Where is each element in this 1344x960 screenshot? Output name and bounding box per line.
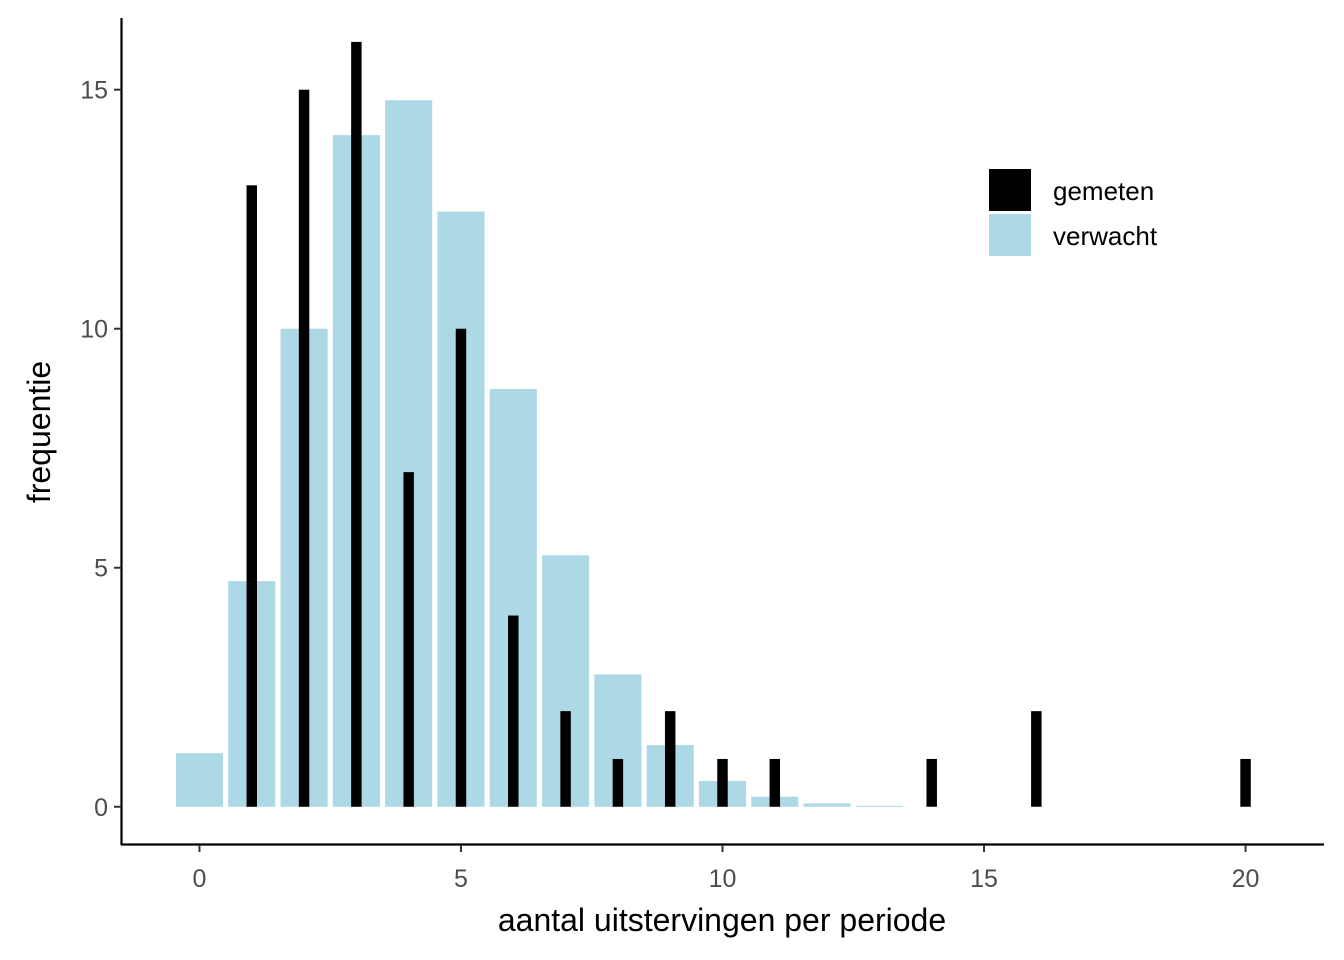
- bar-gemeten-16: [1031, 711, 1042, 807]
- y-axis-title: frequentie: [21, 361, 57, 503]
- bar-gemeten-4: [403, 472, 414, 807]
- y-axis-ticks: 0 5 10 15: [80, 77, 121, 822]
- legend-label-verwacht: verwacht: [1053, 221, 1158, 251]
- bar-gemeten-9: [664, 711, 676, 807]
- bar-gemeten-6: [508, 615, 519, 807]
- bar-gemeten-14: [926, 758, 937, 807]
- legend-key-verwacht: [989, 214, 1031, 256]
- bar-gemeten-11: [769, 758, 781, 807]
- bar-gemeten-7: [560, 711, 571, 807]
- bar-gemeten-3: [351, 41, 362, 807]
- bar-verwacht-12: [803, 803, 851, 807]
- x-tick-label-20: 20: [1232, 865, 1260, 893]
- bar-verwacht-13: [855, 805, 903, 807]
- legend: gemeten verwacht: [989, 169, 1158, 256]
- bar-gemeten-1: [246, 185, 257, 807]
- x-tick-label-0: 0: [193, 865, 207, 893]
- x-tick-label-10: 10: [709, 865, 737, 893]
- legend-key-gemeten: [989, 169, 1031, 211]
- y-tick-label-15: 15: [80, 77, 108, 105]
- bar-gemeten-10: [717, 758, 728, 807]
- y-tick-label-0: 0: [94, 794, 108, 822]
- bar-gemeten-5: [455, 328, 467, 807]
- legend-label-gemeten: gemeten: [1053, 176, 1154, 206]
- bar-verwacht-0: [175, 753, 223, 807]
- y-tick-label-5: 5: [94, 555, 108, 583]
- x-axis-title: aantal uitstervingen per periode: [498, 902, 946, 938]
- x-tick-label-15: 15: [970, 865, 998, 893]
- x-axis-ticks: 0 5 10 15 20: [193, 845, 1260, 893]
- bar-gemeten-8: [612, 758, 624, 807]
- bar-gemeten-20: [1240, 758, 1251, 807]
- y-tick-label-10: 10: [80, 316, 108, 344]
- x-tick-label-5: 5: [454, 865, 468, 893]
- bar-gemeten-2: [298, 89, 310, 807]
- series-gemeten: [246, 41, 1251, 807]
